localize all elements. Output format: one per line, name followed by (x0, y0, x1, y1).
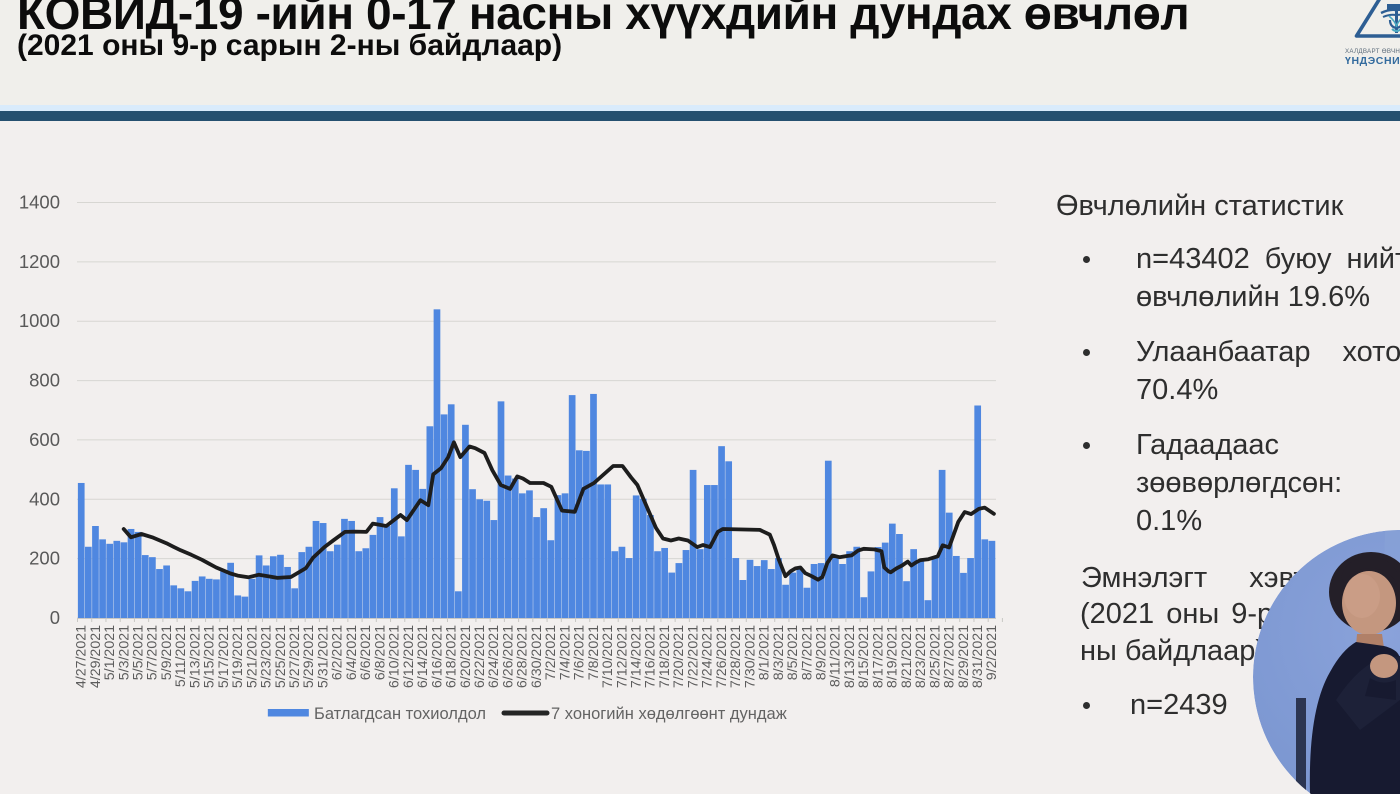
svg-text:7/10/2021: 7/10/2021 (600, 625, 616, 688)
svg-text:6/8/2021: 6/8/2021 (372, 625, 388, 680)
svg-text:6/14/2021: 6/14/2021 (415, 625, 431, 688)
svg-text:6/10/2021: 6/10/2021 (387, 625, 403, 688)
svg-text:8/31/2021: 8/31/2021 (970, 625, 986, 688)
svg-text:6/26/2021: 6/26/2021 (500, 625, 516, 688)
svg-text:7/18/2021: 7/18/2021 (657, 625, 673, 688)
svg-text:7/12/2021: 7/12/2021 (614, 625, 630, 688)
svg-text:5/5/2021: 5/5/2021 (130, 625, 146, 680)
svg-text:8/23/2021: 8/23/2021 (913, 625, 929, 688)
svg-text:5/21/2021: 5/21/2021 (244, 625, 260, 688)
svg-text:5/29/2021: 5/29/2021 (301, 625, 317, 688)
svg-text:8/19/2021: 8/19/2021 (885, 625, 901, 688)
svg-text:7 хоногийн хөдөлгөөнт дундаж: 7 хоногийн хөдөлгөөнт дундаж (551, 705, 787, 723)
svg-text:ХАЛДВАРТ ӨВЧНИЙ СУД: ХАЛДВАРТ ӨВЧНИЙ СУД (1345, 47, 1400, 55)
svg-text:8/1/2021: 8/1/2021 (757, 625, 773, 680)
svg-text:1200: 1200 (19, 251, 60, 272)
svg-text:7/2/2021: 7/2/2021 (543, 625, 559, 680)
svg-text:7/26/2021: 7/26/2021 (714, 625, 730, 688)
svg-text:7/16/2021: 7/16/2021 (643, 625, 659, 688)
svg-text:200: 200 (29, 548, 60, 569)
svg-text:6/24/2021: 6/24/2021 (486, 625, 502, 688)
svg-text:5/13/2021: 5/13/2021 (187, 625, 203, 688)
svg-text:5/11/2021: 5/11/2021 (173, 625, 189, 687)
svg-text:5/1/2021: 5/1/2021 (102, 625, 118, 680)
svg-text:400: 400 (29, 488, 60, 509)
svg-text:600: 600 (29, 429, 60, 450)
svg-text:7/28/2021: 7/28/2021 (728, 625, 744, 688)
svg-text:5/19/2021: 5/19/2021 (230, 625, 246, 688)
svg-text:8/25/2021: 8/25/2021 (927, 625, 943, 688)
svg-text:8/21/2021: 8/21/2021 (899, 625, 915, 688)
svg-text:5/31/2021: 5/31/2021 (315, 625, 331, 688)
svg-text:7/4/2021: 7/4/2021 (557, 625, 573, 680)
svg-text:6/6/2021: 6/6/2021 (358, 625, 374, 680)
svg-text:0: 0 (50, 607, 60, 628)
svg-text:800: 800 (29, 370, 60, 391)
svg-text:5/23/2021: 5/23/2021 (259, 625, 275, 688)
svg-text:8/9/2021: 8/9/2021 (813, 625, 829, 680)
svg-text:7/30/2021: 7/30/2021 (742, 625, 758, 688)
svg-text:8/29/2021: 8/29/2021 (956, 625, 972, 688)
svg-text:6/28/2021: 6/28/2021 (515, 625, 531, 688)
svg-text:8/15/2021: 8/15/2021 (856, 625, 872, 688)
svg-text:6/18/2021: 6/18/2021 (444, 625, 460, 688)
svg-text:ҮНДЭСНИЙ: ҮНДЭСНИЙ (1345, 54, 1400, 67)
svg-text:1000: 1000 (19, 310, 60, 331)
svg-text:6/20/2021: 6/20/2021 (458, 625, 474, 688)
svg-text:8/11/2021: 8/11/2021 (828, 625, 844, 687)
svg-text:6/16/2021: 6/16/2021 (429, 625, 445, 688)
svg-text:7/8/2021: 7/8/2021 (586, 625, 602, 680)
svg-text:4/29/2021: 4/29/2021 (88, 625, 104, 688)
svg-text:7/22/2021: 7/22/2021 (685, 625, 701, 688)
svg-text:6/4/2021: 6/4/2021 (344, 625, 360, 680)
svg-text:8/17/2021: 8/17/2021 (870, 625, 886, 688)
svg-text:5/27/2021: 5/27/2021 (287, 625, 303, 688)
svg-text:7/6/2021: 7/6/2021 (572, 625, 588, 680)
svg-text:7/14/2021: 7/14/2021 (629, 625, 645, 688)
svg-text:1400: 1400 (19, 192, 60, 213)
svg-text:Батлагдсан тохиолдол: Батлагдсан тохиолдол (314, 705, 486, 723)
svg-text:7/20/2021: 7/20/2021 (671, 625, 687, 688)
svg-text:8/7/2021: 8/7/2021 (799, 625, 815, 680)
svg-text:6/12/2021: 6/12/2021 (401, 625, 417, 688)
svg-text:6/2/2021: 6/2/2021 (330, 625, 346, 680)
svg-text:5/3/2021: 5/3/2021 (116, 625, 132, 680)
svg-text:5/17/2021: 5/17/2021 (216, 625, 232, 688)
svg-text:5/9/2021: 5/9/2021 (159, 625, 175, 680)
svg-text:5/7/2021: 5/7/2021 (145, 625, 161, 680)
svg-text:8/13/2021: 8/13/2021 (842, 625, 858, 688)
svg-text:8/27/2021: 8/27/2021 (942, 625, 958, 688)
svg-text:6/30/2021: 6/30/2021 (529, 625, 545, 688)
svg-text:8/5/2021: 8/5/2021 (785, 625, 801, 680)
svg-text:5/25/2021: 5/25/2021 (273, 625, 289, 688)
svg-text:8/3/2021: 8/3/2021 (771, 625, 787, 680)
svg-text:6/22/2021: 6/22/2021 (472, 625, 488, 688)
svg-text:9/2/2021: 9/2/2021 (984, 625, 1000, 680)
svg-text:7/24/2021: 7/24/2021 (700, 625, 716, 688)
svg-text:5/15/2021: 5/15/2021 (202, 625, 218, 688)
svg-text:4/27/2021: 4/27/2021 (74, 625, 90, 688)
